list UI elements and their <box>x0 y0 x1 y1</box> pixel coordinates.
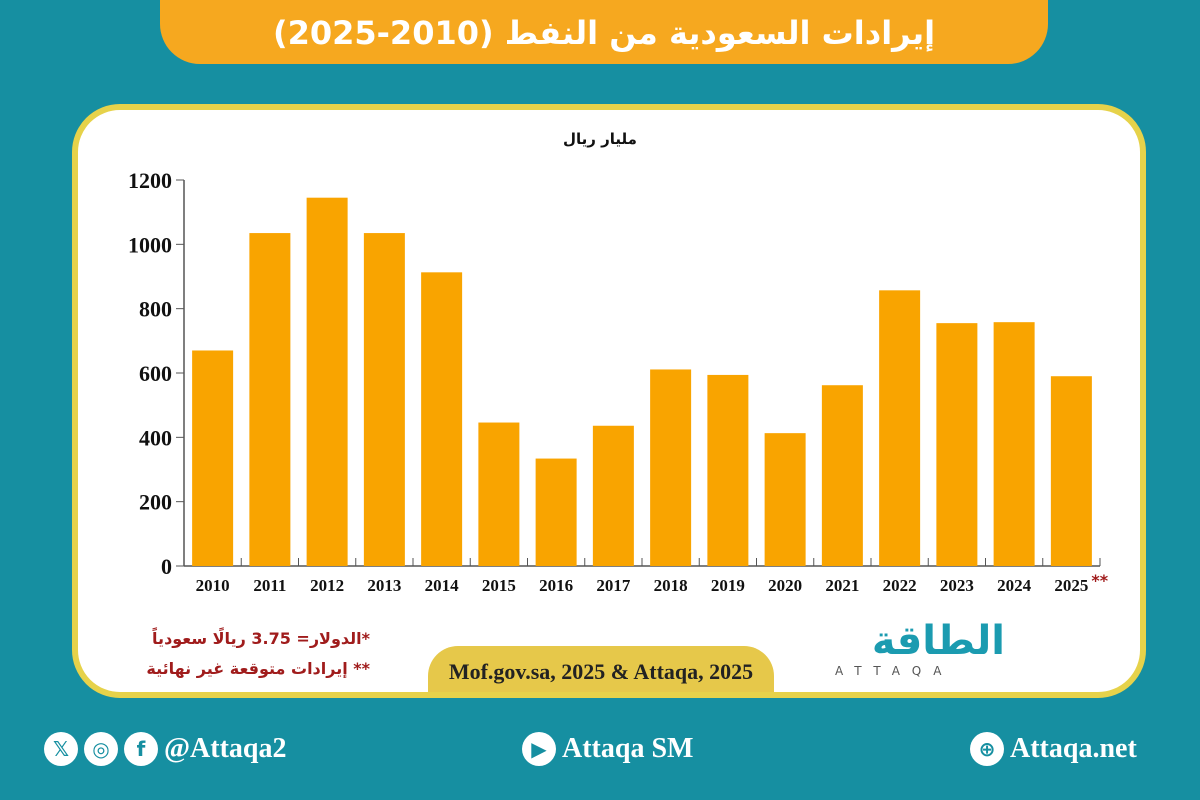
x-tick-label: 2015 <box>482 576 516 595</box>
x-tick-label: 2014 <box>425 576 460 595</box>
bar-2019 <box>707 374 749 566</box>
bar-2015 <box>478 422 520 566</box>
x-tick-label: 2010 <box>196 576 230 595</box>
x-tick-label: 2017 <box>596 576 631 595</box>
y-tick-label: 0 <box>161 554 172 579</box>
y-tick-label: 400 <box>139 425 172 450</box>
x-tick-label: 2019 <box>711 576 745 595</box>
footnotes: *الدولار= 3.75 ريالًا سعودياً ** إيرادات… <box>140 624 370 684</box>
footer-youtube: ▶ Attaqa SM <box>522 732 693 766</box>
bar-2017 <box>592 425 634 566</box>
bar-2021 <box>821 385 863 566</box>
estimate-mark: ** <box>1091 571 1108 590</box>
note-exchange-rate: *الدولار= 3.75 ريالًا سعودياً <box>152 629 370 648</box>
logo-arabic: الطاقة <box>871 618 1005 664</box>
x-tick-label: 2021 <box>825 576 859 595</box>
y-axis-label: مليار ريال <box>563 130 637 148</box>
y-tick-label: 200 <box>139 490 172 515</box>
x-tick-label: 2016 <box>539 576 573 595</box>
social-handle[interactable]: @Attaqa2 <box>164 733 287 764</box>
title-bar: إيرادات السعودية من النفط (2010-2025) <box>160 0 1048 64</box>
x-tick-label: 2013 <box>367 576 401 595</box>
bar-2016 <box>535 458 577 566</box>
note-estimate: ** إيرادات متوقعة غير نهائية <box>146 659 370 678</box>
x-tick-label: 2012 <box>310 576 344 595</box>
youtube-handle[interactable]: Attaqa SM <box>562 733 694 764</box>
y-tick-label: 800 <box>139 297 172 322</box>
bar-2013 <box>363 233 405 566</box>
y-tick-label: 1200 <box>128 168 172 193</box>
x-tick-label: 2018 <box>654 576 688 595</box>
instagram-icon[interactable]: ◎ <box>84 732 118 766</box>
footer-web: ⊕ Attaqa.net <box>970 732 1137 766</box>
x-tick-label: 2024 <box>997 576 1032 595</box>
bar-2018 <box>650 369 692 566</box>
footer-social: 𝕏 ◎ f @Attaqa2 <box>44 732 287 766</box>
globe-icon[interactable]: ⊕ <box>970 732 1004 766</box>
source-label: Mof.gov.sa, 2025 & Attaqa, 2025 <box>428 646 774 692</box>
facebook-icon[interactable]: f <box>124 732 158 766</box>
bar-2023 <box>936 323 978 566</box>
y-tick-label: 600 <box>139 361 172 386</box>
logo-english: ATTAQA <box>835 664 954 678</box>
x-tick-label: 2025 <box>1054 576 1088 595</box>
x-icon[interactable]: 𝕏 <box>44 732 78 766</box>
bar-2020 <box>764 433 806 566</box>
bar-2012 <box>306 197 348 567</box>
bar-2025 <box>1050 376 1092 566</box>
chart-title: إيرادات السعودية من النفط (2010-2025) <box>272 14 936 52</box>
bar-2010 <box>192 350 234 566</box>
x-tick-label: 2022 <box>883 576 917 595</box>
bar-2022 <box>879 290 921 566</box>
youtube-icon[interactable]: ▶ <box>522 732 556 766</box>
bar-2024 <box>993 322 1035 566</box>
bar-2011 <box>249 233 291 566</box>
bar-2014 <box>421 272 463 566</box>
y-tick-label: 1000 <box>128 232 172 257</box>
website[interactable]: Attaqa.net <box>1010 733 1137 764</box>
x-tick-label: 2023 <box>940 576 974 595</box>
attaqa-logo: الطاقة ATTAQA <box>835 620 1005 680</box>
x-tick-label: 2011 <box>253 576 286 595</box>
x-tick-label: 2020 <box>768 576 802 595</box>
